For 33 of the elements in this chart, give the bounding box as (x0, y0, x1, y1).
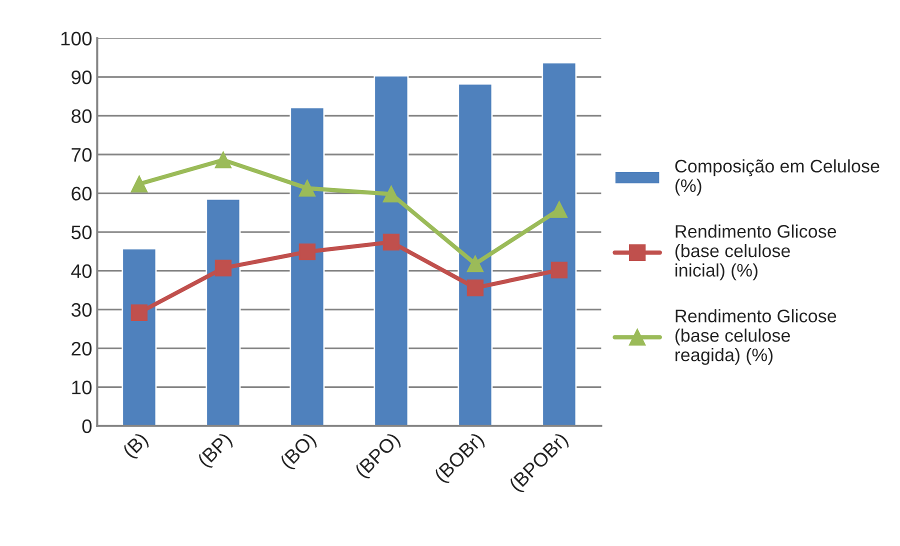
y-tick-label: 10 (72, 380, 92, 394)
y-tick-label: 100 (61, 32, 92, 46)
bar (458, 83, 493, 426)
bar (206, 198, 241, 426)
legend-label: Rendimento Glicose (base celulose reagida) (%) (675, 309, 836, 365)
y-tick-label: 40 (71, 264, 92, 278)
point (550, 262, 568, 278)
y-tick-label: 20 (72, 342, 92, 356)
point (382, 186, 400, 202)
point (382, 234, 400, 250)
bar (122, 248, 157, 426)
point (466, 280, 484, 296)
legend-label: Composição em Celulose (%) (675, 159, 880, 196)
y-tick-label: 60 (72, 186, 92, 201)
y-tick-label: 80 (72, 109, 92, 123)
y-tick-label: 90 (72, 70, 92, 84)
bar (290, 106, 325, 426)
point (130, 304, 148, 322)
point (214, 152, 232, 168)
y-tick-label: 30 (71, 303, 92, 317)
point (298, 243, 316, 260)
y-tick-label: 70 (72, 148, 92, 162)
point (550, 201, 568, 218)
bar (542, 62, 577, 426)
point (214, 260, 232, 276)
y-tick-label: 0 (82, 419, 92, 434)
point (130, 176, 148, 192)
x-tick-label: (B) (122, 432, 152, 462)
legend-label: Rendimento Glicose (base celulose inicial) (%) (675, 224, 836, 280)
y-tick-label: 50 (71, 226, 92, 240)
point (466, 256, 484, 272)
point (298, 180, 316, 197)
bar (374, 75, 409, 426)
